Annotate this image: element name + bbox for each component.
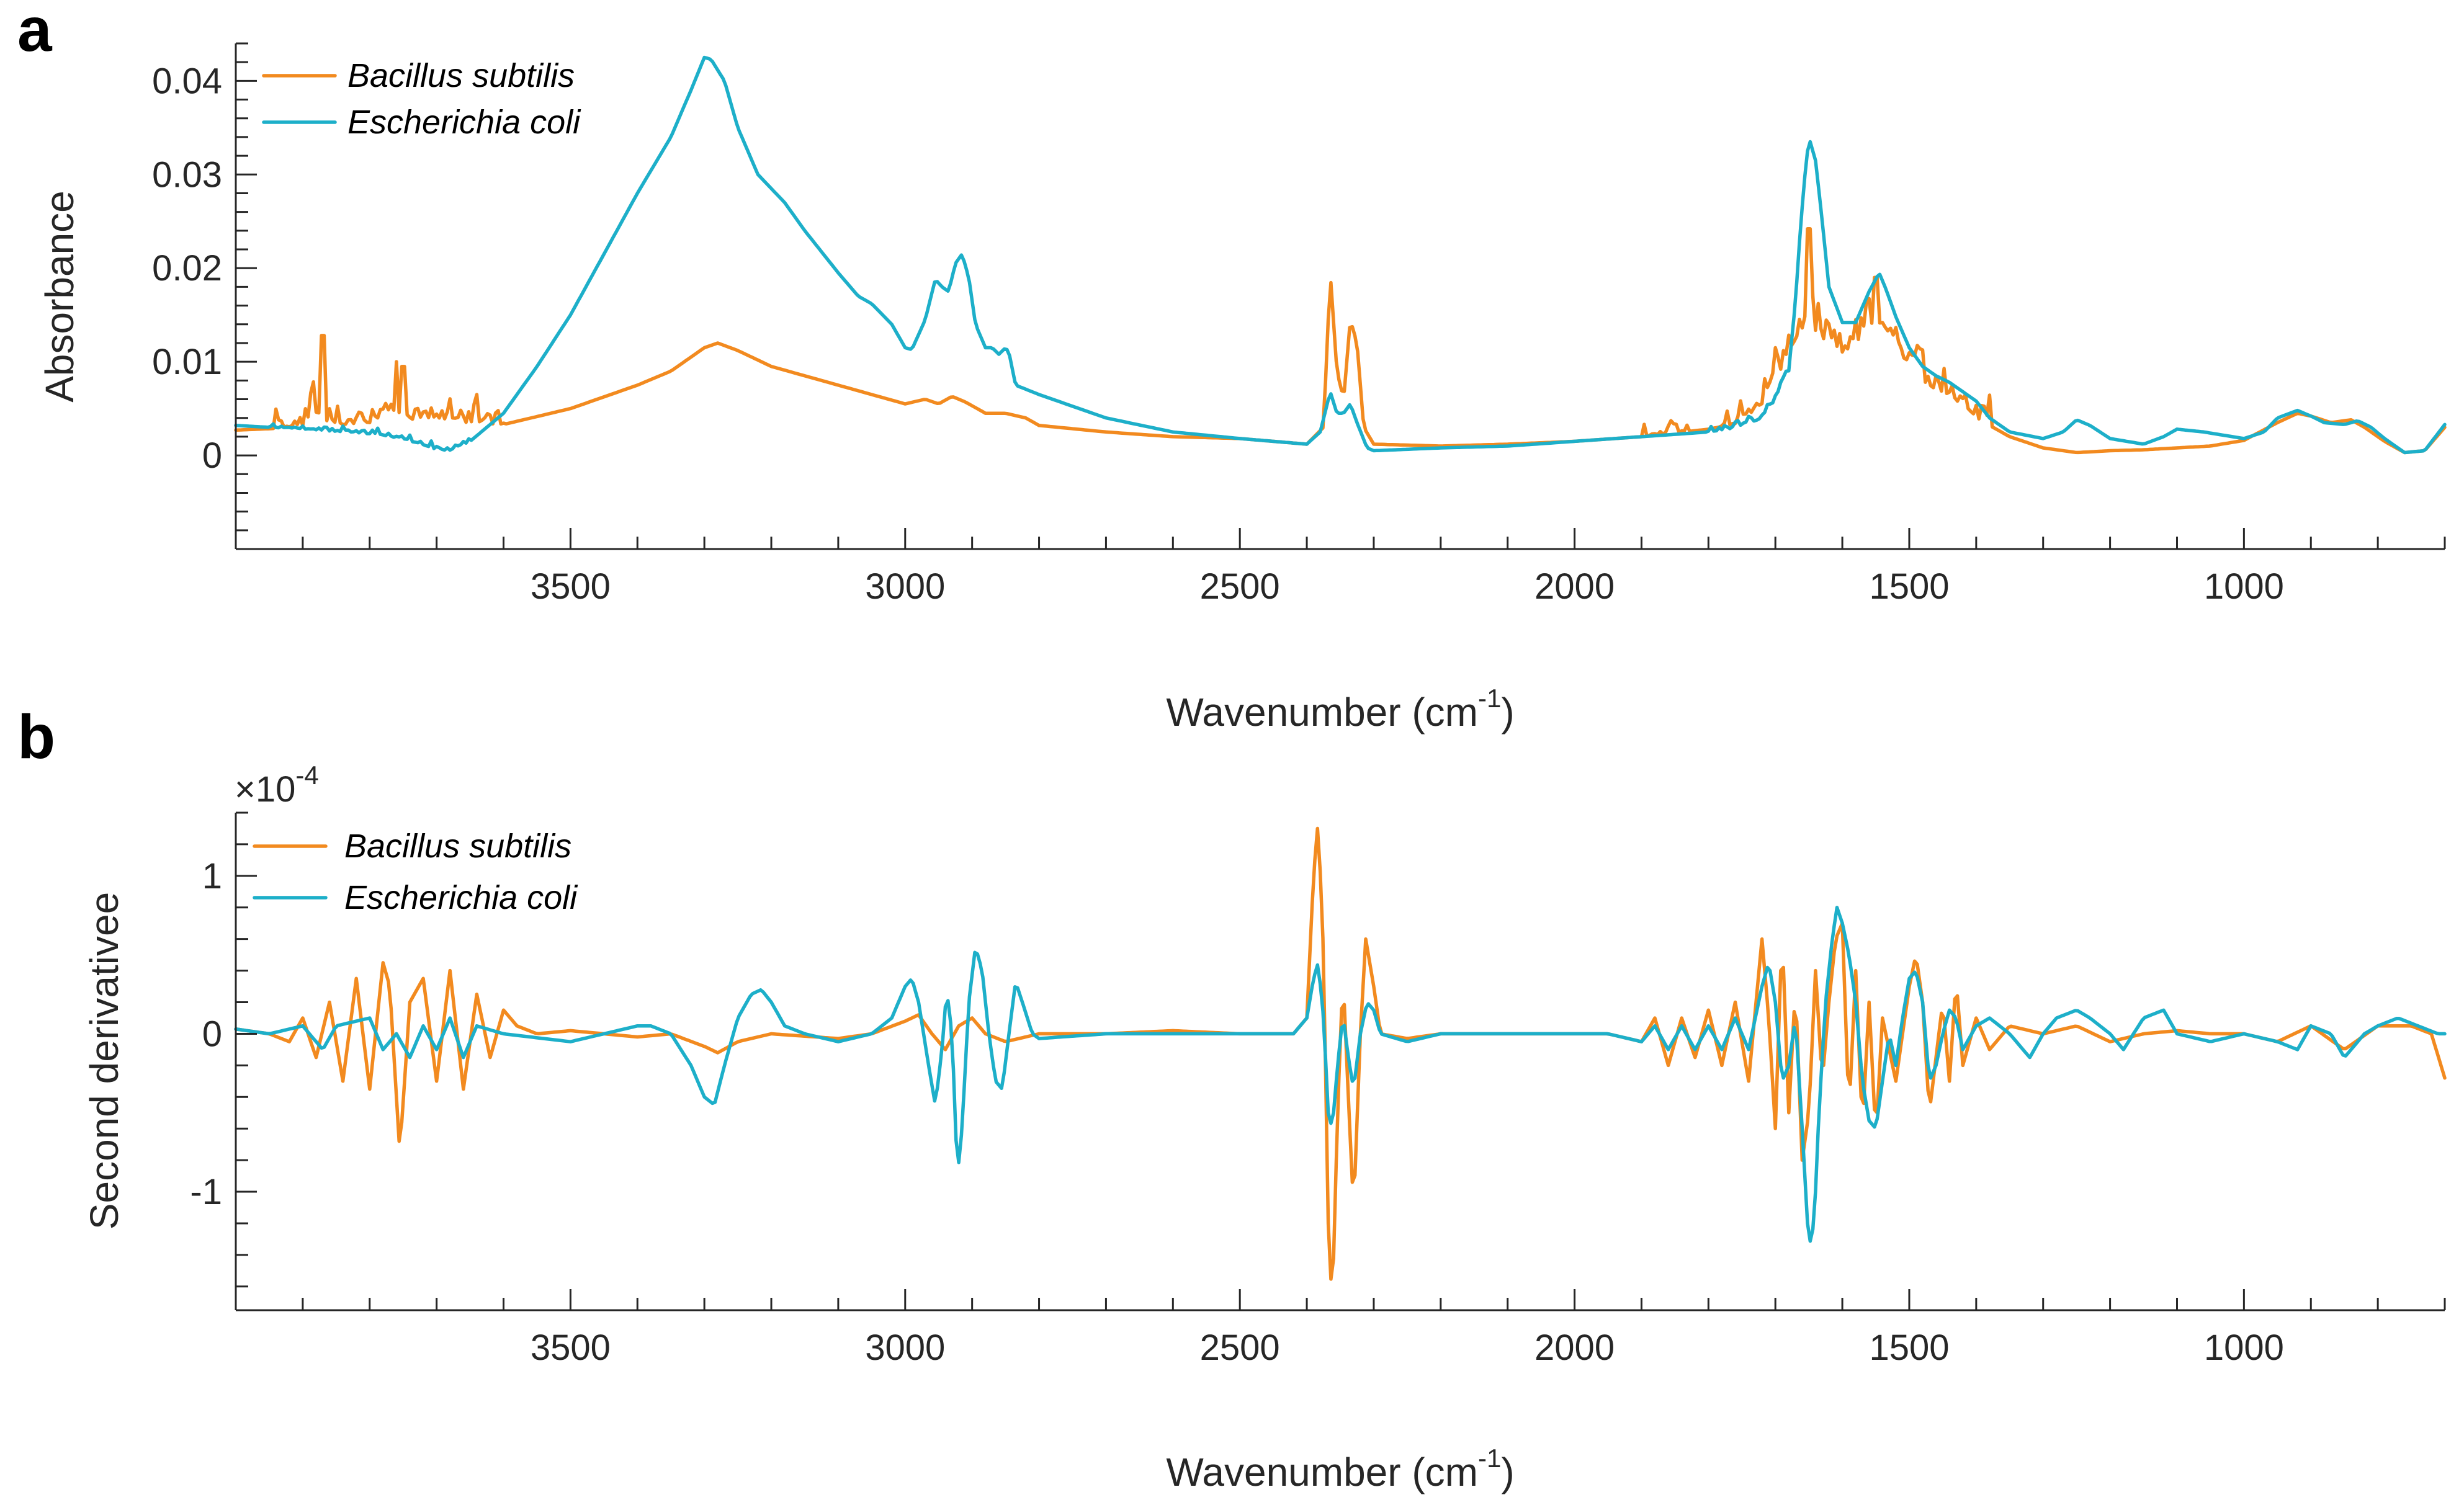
panel-a-x-tick-label: 1500 (1869, 566, 1949, 607)
panel-b-y-multiplier: ×10-4 (235, 761, 319, 810)
panel-a-y-axis-title: Absorbance (37, 190, 82, 403)
panel-b-series-escherichia-coli (234, 906, 2447, 1243)
panel-a-x-tick-label: 2500 (1200, 566, 1280, 607)
panel-a-y-tick-label: 0.03 (152, 154, 222, 195)
panel-b-letter: b (17, 702, 55, 772)
panel-a-x-axis-title: Wavenumber (cm-1) (1166, 684, 1514, 735)
panel-a-y-tick-label: 0.02 (152, 248, 222, 288)
panel-b-y-axis-title: Second derivativee (82, 892, 127, 1230)
panel-b-x-tick-label: 1500 (1869, 1328, 1949, 1368)
panel-a-letter: a (17, 0, 53, 65)
panel-a-x-tick-label: 3500 (531, 566, 611, 607)
panel-b-y-tick-label: 1 (202, 856, 222, 896)
panel-b-x-axis-title: Wavenumber (cm-1) (1166, 1444, 1514, 1494)
panel-a-chart: a 3500 3000 2500 2000 1500 1000 0 0.01 0.02 0.03… (17, 0, 2447, 735)
legend-a-ecoli-label: Escherichia coli (347, 104, 581, 141)
legend-a-bacillus-label: Bacillus subtilis (347, 57, 575, 94)
panel-a-x-tick-label: 1000 (2204, 566, 2284, 607)
panel-b-chart: b 3500 3000 2500 2000 1500 1000 -1 0 1 ×10-4 Se… (17, 702, 2447, 1494)
panel-a-series-bacillus-subtilis (234, 227, 2447, 455)
panel-b-x-tick-label: 3500 (531, 1328, 611, 1368)
legend-b-bacillus-label: Bacillus subtilis (344, 828, 571, 865)
panel-b-y-tick-label: 0 (202, 1014, 222, 1054)
panel-b-legend: Bacillus subtilis Escherichia coli (253, 828, 578, 916)
panel-b-x-tick-label: 1000 (2204, 1328, 2284, 1368)
panel-a-series-escherichia-coli (234, 55, 2447, 455)
panel-b-x-tick-label: 2500 (1200, 1328, 1280, 1368)
panel-b-x-tick-label: 2000 (1534, 1328, 1615, 1368)
panel-b-y-tick-label: -1 (190, 1172, 222, 1212)
panel-a-x-tick-label: 3000 (865, 566, 945, 607)
panel-a-y-tick-label: 0.01 (152, 342, 222, 382)
panel-a-y-tick-label: 0.04 (152, 61, 222, 101)
panel-a-y-tick-label: 0 (202, 435, 222, 476)
panel-b-x-tick-label: 3000 (865, 1328, 945, 1368)
panel-a-x-tick-label: 2000 (1534, 566, 1615, 607)
panel-a-legend: Bacillus subtilis Escherichia coli (262, 57, 581, 141)
legend-b-ecoli-label: Escherichia coli (344, 879, 578, 916)
